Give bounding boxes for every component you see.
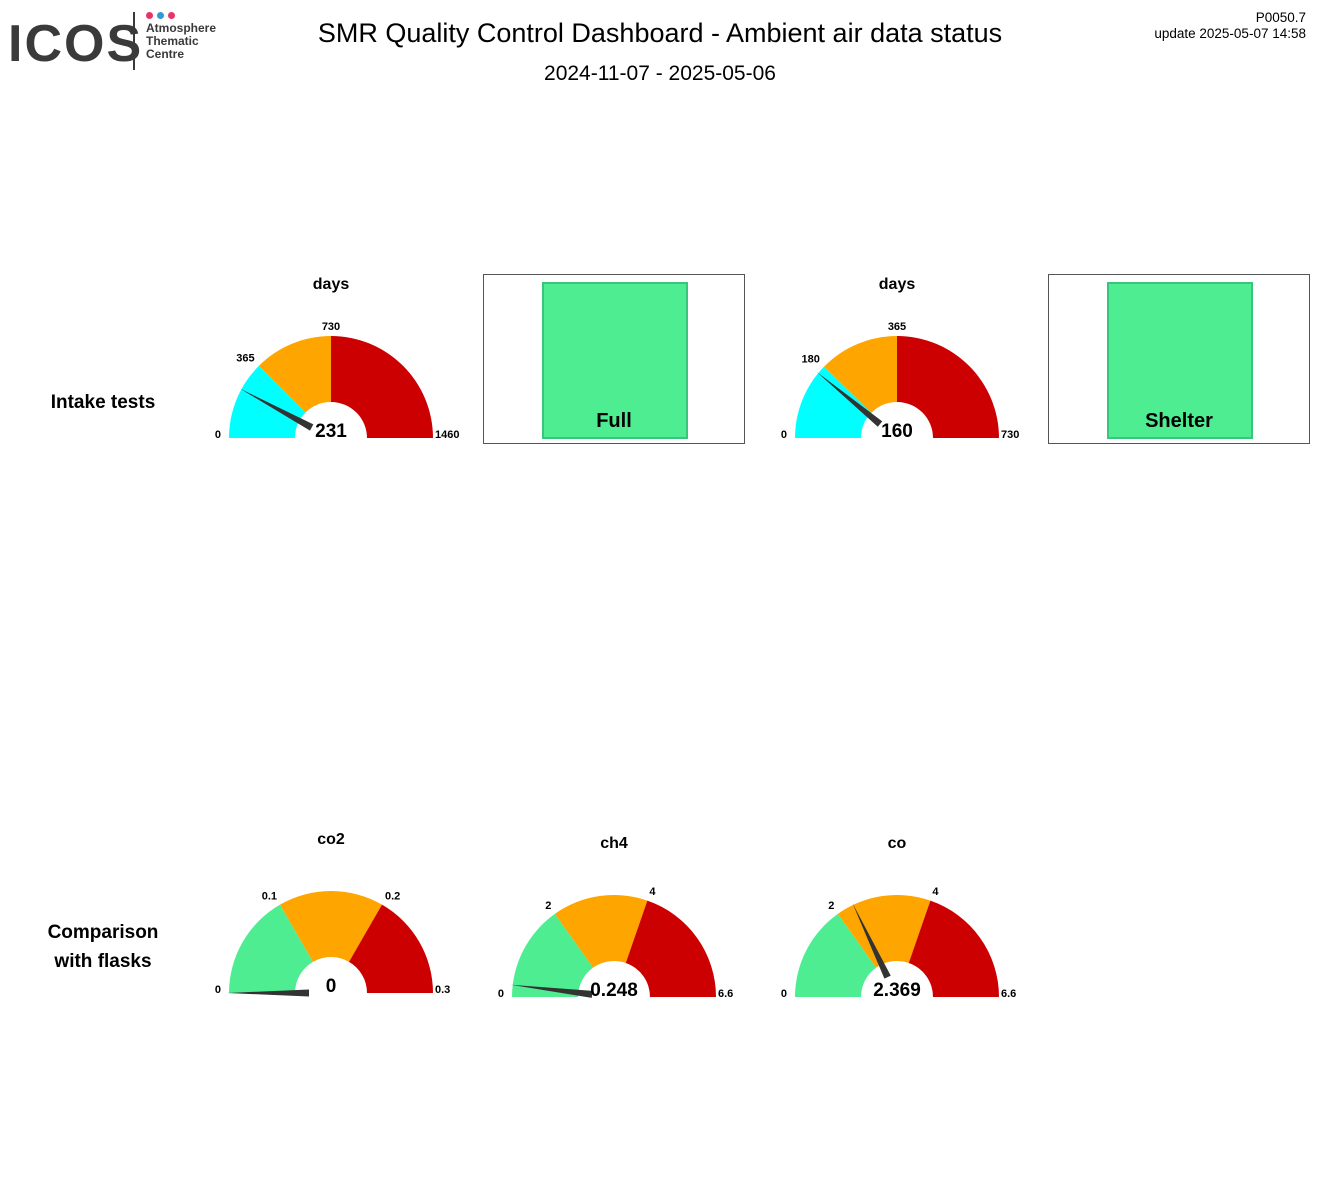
gauge-band bbox=[795, 366, 872, 438]
logo-subtitle-line: Atmosphere bbox=[146, 21, 217, 35]
logo-divider bbox=[133, 12, 135, 70]
gauge-title: ch4 bbox=[600, 835, 628, 852]
logo-dot bbox=[146, 12, 153, 19]
gauge-needle bbox=[852, 903, 891, 979]
gauge-tick-label: 180 bbox=[801, 353, 819, 365]
gauge-band bbox=[280, 891, 382, 962]
gauge-title: co bbox=[888, 835, 907, 852]
status-indicator bbox=[1107, 282, 1253, 439]
gauge-value: 0.248 bbox=[590, 980, 638, 1001]
gauge-needle bbox=[239, 388, 314, 431]
gauge-days: days 0 180 365 730 160 bbox=[781, 276, 1019, 442]
gauge-band bbox=[897, 336, 999, 438]
gauge-value: 231 bbox=[315, 421, 347, 442]
row-label-line: Comparison bbox=[47, 922, 159, 943]
gauge-band bbox=[795, 913, 877, 997]
gauge-band bbox=[512, 913, 594, 997]
gauge-needle bbox=[816, 371, 883, 427]
gauge-tick-label: 2 bbox=[545, 900, 551, 912]
gauge-band bbox=[625, 900, 716, 997]
page-title: SMR Quality Control Dashboard - Ambient … bbox=[317, 18, 1003, 48]
gauge-tick-label: 0.3 bbox=[435, 984, 450, 996]
gauge-ch4: ch4 0 2 4 6.6 0.248 bbox=[498, 835, 733, 1001]
logo-text: ICOS bbox=[8, 15, 144, 73]
gauge-value: 0 bbox=[326, 976, 337, 997]
gauge-tick-label: 0 bbox=[781, 429, 787, 441]
gauge-tick-label: 6.6 bbox=[718, 988, 733, 1000]
gauge-band bbox=[554, 895, 648, 968]
row-label-line: Intake tests bbox=[50, 392, 156, 413]
gauge-tick-label: 365 bbox=[236, 353, 254, 365]
logo-subtitle: Atmosphere Thematic Centre bbox=[146, 22, 216, 61]
row-label-comparison-flasks: Comparison with flasks bbox=[8, 918, 198, 976]
date-range: 2024-11-07 - 2025-05-06 bbox=[544, 62, 776, 85]
status-label: Shelter bbox=[1145, 410, 1213, 432]
gauge-value: 2.369 bbox=[873, 980, 921, 1001]
status-box-shelter: Shelter bbox=[1048, 274, 1310, 444]
status-label: Full bbox=[596, 410, 632, 432]
gauge-title: days bbox=[313, 276, 350, 293]
gauge-band bbox=[824, 335, 897, 413]
gauge-band bbox=[258, 336, 331, 413]
gauge-tick-label: 0 bbox=[215, 984, 221, 996]
gauge-tick-label: 365 bbox=[888, 321, 906, 333]
gauge-needle bbox=[227, 989, 309, 997]
gauge-band bbox=[229, 904, 313, 993]
status-box-full: Full bbox=[483, 274, 745, 444]
logo-dot bbox=[168, 12, 175, 19]
update-info: P0050.7 update 2025-05-07 14:58 bbox=[1154, 10, 1306, 42]
gauge-band bbox=[331, 336, 433, 438]
gauge-tick-label: 0.2 bbox=[385, 890, 400, 902]
gauge-tick-label: 4 bbox=[649, 886, 656, 898]
gauge-co2: co2 0 0.1 0.2 0.3 0 bbox=[215, 831, 450, 997]
update-timestamp: update 2025-05-07 14:58 bbox=[1154, 26, 1306, 41]
gauge-tick-label: 1460 bbox=[435, 429, 459, 441]
gauge-tick-label: 2 bbox=[828, 900, 834, 912]
gauge-tick-label: 0 bbox=[498, 988, 504, 1000]
gauge-tick-label: 4 bbox=[932, 886, 939, 898]
gauge-co: co 0 2 4 6.6 2.369 bbox=[781, 835, 1016, 1001]
gauge-tick-label: 730 bbox=[322, 321, 340, 333]
gauge-needle bbox=[510, 984, 593, 998]
status-indicator bbox=[542, 282, 688, 439]
logo-dot bbox=[157, 12, 164, 19]
gauge-tick-label: 0.1 bbox=[262, 890, 277, 902]
gauge-band bbox=[908, 900, 999, 997]
gauge-title: days bbox=[879, 276, 916, 293]
gauge-tick-label: 730 bbox=[1001, 429, 1019, 441]
gauge-title: co2 bbox=[317, 831, 345, 848]
gauge-tick-label: 0 bbox=[781, 988, 787, 1000]
logo-subtitle-line: Centre bbox=[146, 47, 185, 61]
gauge-tick-label: 6.6 bbox=[1001, 988, 1016, 1000]
gauge-days: days 0 365 730 1460 231 bbox=[215, 276, 460, 442]
logo-subtitle-line: Thematic bbox=[146, 34, 199, 48]
row-label-intake-tests: Intake tests bbox=[8, 388, 198, 417]
dashboard-code: P0050.7 bbox=[1255, 10, 1306, 25]
gauge-tick-label: 0 bbox=[215, 429, 221, 441]
row-label-line: with flasks bbox=[54, 951, 152, 972]
gauge-band bbox=[837, 895, 931, 968]
icos-logo: ICOS Atmosphere Thematic Centre bbox=[8, 10, 223, 74]
gauge-band bbox=[349, 904, 433, 993]
gauge-value: 160 bbox=[881, 421, 913, 442]
